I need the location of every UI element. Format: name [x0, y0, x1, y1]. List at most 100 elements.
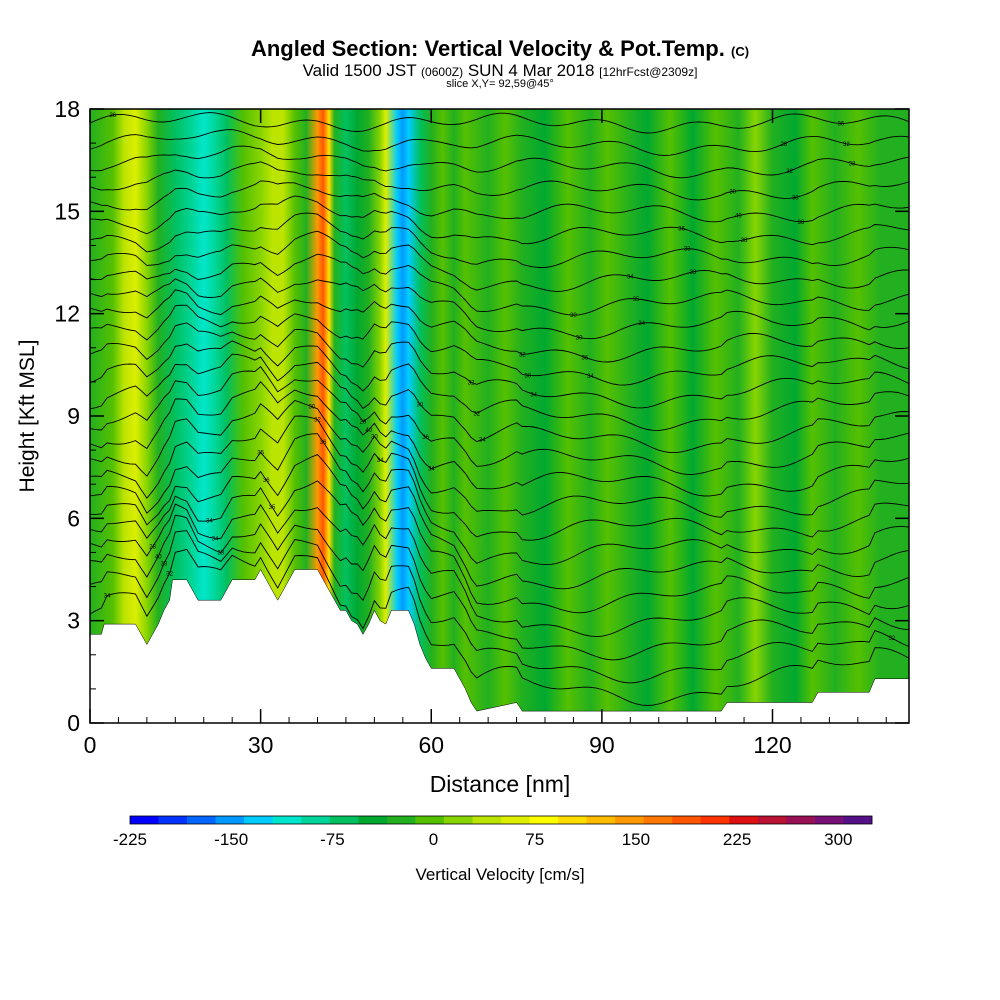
theta-contour-label: 34	[479, 438, 486, 444]
colorbar-swatch	[158, 816, 188, 824]
theta-contour-label: 32	[519, 353, 526, 359]
colorbar-tick-label: -150	[214, 830, 248, 849]
theta-contour-label: 34	[377, 458, 384, 464]
theta-contour	[90, 399, 909, 518]
theta-contour-label: 35	[633, 297, 640, 303]
theta-contour	[90, 195, 909, 246]
theta-contour	[90, 433, 909, 566]
colorbar-swatch	[700, 816, 730, 824]
y-tick-label: 12	[54, 301, 80, 327]
theta-contour	[90, 322, 909, 409]
colorbar-tick-label: 75	[525, 830, 544, 849]
chart-title-unit: (C)	[731, 44, 750, 59]
theta-contour-label: 33	[161, 562, 168, 568]
theta-contour	[90, 530, 909, 684]
theta-contour	[90, 304, 909, 386]
y-axis-label: Height [Kft MSL]	[16, 340, 39, 493]
theta-contour-label: 30	[570, 313, 577, 319]
theta-contour-label: 34	[206, 519, 213, 525]
chart-subtitle: Valid 1500 JST (0600Z) SUN 4 Mar 2018 [1…	[0, 61, 1000, 81]
theta-contour-label: 34	[587, 374, 594, 380]
colorbar-swatch	[672, 816, 702, 824]
theta-contour	[90, 353, 909, 454]
theta-contour-label: 35	[257, 450, 264, 456]
theta-contour	[90, 129, 909, 156]
theta-contour-label: 40	[155, 554, 162, 560]
theta-contour-label: 34	[627, 274, 634, 280]
x-tick-label: 120	[753, 732, 791, 758]
theta-contour-labels: 32 34 34 36 33 34 34 38 35 34 33 36 36 34 38 33 30 36 33 34…	[104, 113, 896, 642]
colorbar-swatch	[615, 816, 644, 824]
theta-contour-label: 30	[308, 405, 315, 411]
chart-title: Angled Section: Vertical Velocity & Pot.…	[0, 36, 1000, 62]
theta-contour	[90, 161, 909, 201]
colorbar-swatch	[786, 816, 816, 824]
colorbar-swatch	[501, 816, 530, 824]
y-tick-label: 18	[54, 96, 80, 122]
theta-contour-label: 32	[166, 572, 173, 578]
x-tick-label: 90	[589, 732, 615, 758]
theta-contour-label: 28	[781, 142, 788, 148]
x-tick-label: 0	[84, 732, 97, 758]
theta-contour-label: 34	[638, 321, 645, 327]
theta-contour	[90, 253, 909, 316]
colorbar-swatch	[130, 816, 159, 824]
theta-contour-label: 38	[741, 238, 748, 244]
colorbar-swatch	[215, 816, 245, 824]
theta-contour-label: 36	[581, 355, 588, 361]
theta-contour-label: 35	[269, 505, 276, 511]
theta-contour-label: 28	[360, 420, 367, 426]
theta-contour	[90, 548, 909, 706]
colorbar-label: Vertical Velocity [cm/s]	[415, 865, 584, 884]
colorbar: -225 -150 -75 0 75 150 225 300	[113, 815, 873, 849]
theta-contour	[90, 340, 909, 431]
valid-zulu: (0600Z)	[421, 65, 464, 79]
theta-contour-label: 34	[428, 467, 435, 473]
slice-info: slice X,Y= 92,59@45°	[446, 78, 554, 90]
colorbar-swatch	[729, 816, 759, 824]
theta-contour-label: 32	[314, 418, 321, 424]
colorbar-tick-label: 150	[622, 830, 650, 849]
theta-contour-label: 33	[792, 196, 799, 202]
colorbar-swatch	[814, 816, 844, 824]
colorbar-swatch	[643, 816, 673, 824]
theta-contour-label: 30	[525, 373, 532, 379]
theta-contour-label: 32	[786, 169, 793, 175]
colorbar-swatch	[843, 816, 873, 824]
theta-contour-label: 36	[798, 220, 805, 226]
theta-contour	[90, 277, 909, 340]
colorbar-tick-label: -225	[113, 830, 147, 849]
x-tick-label: 60	[418, 732, 444, 758]
theta-contour-label: 36	[422, 435, 429, 441]
colorbar-swatch	[757, 816, 787, 824]
colorbar-tick-label: 300	[824, 830, 852, 849]
terrain	[90, 568, 909, 723]
theta-contour-label: 33	[684, 247, 691, 253]
colorbar-swatch	[244, 816, 273, 824]
velocity-field: 32 34 34 36 33 34 34 38 35 34 33 36 36 34 38 33 30 36 33 34…	[90, 109, 909, 723]
colorbar-swatch	[586, 816, 616, 824]
theta-contour-label: 36	[678, 226, 685, 232]
colorbar-swatch	[358, 816, 388, 824]
theta-contour	[90, 503, 909, 638]
y-tick-label: 15	[54, 198, 80, 224]
theta-contour	[90, 230, 909, 292]
theta-contour-label: 30	[729, 189, 736, 195]
colorbar-swatch	[415, 816, 445, 824]
y-tick-label: 3	[67, 608, 80, 634]
theta-contour-label: 28	[149, 545, 156, 551]
theta-contour	[90, 180, 909, 223]
theta-contour-label: 30	[576, 335, 583, 341]
colorbar-swatch	[329, 816, 359, 824]
theta-contour	[90, 453, 909, 590]
chart-title-main: Angled Section: Vertical Velocity & Pot.…	[250, 36, 725, 61]
theta-contour	[90, 415, 909, 541]
colorbar-swatch	[272, 816, 302, 824]
colorbar-tick-label: -75	[320, 830, 345, 849]
colorbar-swatch	[558, 816, 587, 824]
forecast-info: [12hrFcst@2309z]	[599, 65, 698, 79]
theta-contour	[90, 381, 909, 497]
theta-contour-label: 34	[530, 392, 537, 398]
theta-contour-label: 32	[843, 142, 850, 148]
